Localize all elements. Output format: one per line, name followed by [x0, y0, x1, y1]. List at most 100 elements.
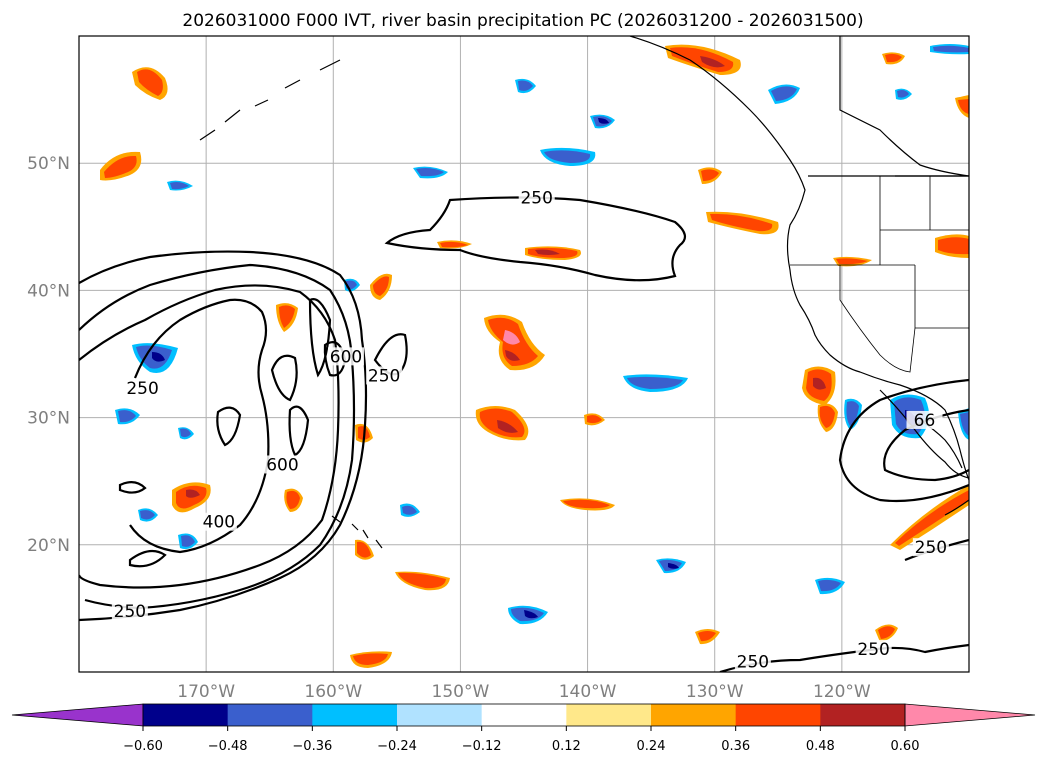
- precip-positive-blob: [100, 151, 142, 181]
- colorbar-segment: [651, 704, 737, 726]
- precip-positive-blob: [284, 488, 303, 512]
- precip-positive-blob: [698, 167, 722, 184]
- precip-positive-blob: [475, 406, 529, 441]
- contour-label-backdrop: [906, 410, 943, 429]
- contour-label-backdrop: [200, 512, 237, 531]
- precip-negative-blob: [656, 558, 686, 574]
- ivt-contour-400-inner: [79, 284, 340, 589]
- precip-positive-blob: [132, 67, 168, 100]
- colorbar-tick-label: −0.12: [462, 739, 502, 754]
- precip-positive-blob: [817, 403, 838, 432]
- ivt-contour-label: 250: [857, 640, 889, 660]
- precip-positive-blob: [882, 52, 905, 65]
- ivt-contour-label: 250: [915, 538, 947, 558]
- precip-positive-blob: [276, 303, 298, 332]
- precip-negative-blob: [508, 605, 548, 625]
- colorbar-segment: [143, 704, 229, 726]
- precipitation-shading: [100, 44, 969, 668]
- canada-border: [839, 36, 969, 177]
- longitude-labels: 170°W 160°W 150°W 140°W 130°W 120°W: [177, 682, 871, 702]
- colorbar-extend-max: [904, 703, 1036, 727]
- precip-negative-blob: [895, 88, 912, 100]
- latitude-labels: 20°N 30°N 40°N 50°N: [27, 154, 70, 556]
- colorbar-frame: [142, 703, 906, 727]
- contour-label-backdrop: [264, 455, 301, 474]
- precip-positive-blob: [370, 273, 392, 300]
- precip-negative-blob: [768, 84, 800, 104]
- contour-label-backdrop: [855, 639, 892, 658]
- map-area: 250 250 250 600 600 400 250 250 250 250 66: [78, 35, 970, 673]
- colorbar-tick-label: 0.24: [637, 739, 666, 754]
- latitude-label: 50°N: [27, 154, 70, 174]
- longitude-label: 120°W: [813, 682, 871, 702]
- precip-negative-blob: [400, 503, 420, 517]
- colorbar-segment: [397, 704, 483, 726]
- ivt-contour-labels: 250 250 250 600 600 400 250 250 250 250 66: [111, 188, 949, 673]
- precip-positive-blob: [935, 234, 969, 258]
- ivt-contour-600-e: [323, 341, 347, 377]
- ivt-contour-east: [838, 378, 969, 503]
- colorbar-extend-min: [11, 703, 144, 727]
- colorbar: −0.60 −0.48 −0.36 −0.24 −0.12 0.12 0.24 0.36 0.4…: [11, 703, 1036, 754]
- precip-positive-blob: [890, 485, 969, 550]
- aleutian-islands: [199, 59, 341, 141]
- ivt-contour-label: 400: [203, 513, 235, 533]
- colorbar-tick-label: −0.36: [292, 739, 332, 754]
- colorbar-tick-label: 0.36: [721, 739, 750, 754]
- precip-negative-blob: [815, 577, 845, 595]
- precip-positive-blob: [955, 95, 969, 118]
- ivt-contour-label: 600: [266, 455, 298, 475]
- colorbar-segment: [566, 704, 652, 726]
- contour-label-backdrop: [518, 188, 555, 207]
- colorbar-tick-label: 0.12: [552, 739, 581, 754]
- precip-positive-blob: [584, 413, 605, 426]
- precip-negative-blob: [958, 408, 969, 440]
- longitude-label: 170°W: [177, 682, 235, 702]
- contour-label-backdrop: [328, 347, 364, 366]
- ivt-contours: [79, 196, 969, 672]
- precip-positive-blob: [437, 240, 472, 249]
- baja-coast: [879, 389, 969, 479]
- latitude-label: 30°N: [27, 409, 70, 429]
- contour-label-backdrop: [912, 538, 949, 557]
- contour-label-backdrop: [124, 379, 161, 398]
- state-lines: [790, 176, 969, 373]
- ivt-contour-600: [129, 298, 270, 554]
- precip-positive-blob: [355, 539, 374, 560]
- precip-positive-blob: [560, 498, 615, 511]
- longitude-label: 140°W: [559, 682, 617, 702]
- precip-positive-blob: [875, 624, 898, 642]
- precip-positive-blob: [665, 44, 741, 75]
- ivt-contour-label: 66: [914, 411, 936, 431]
- contour-label-backdrop: [734, 652, 771, 671]
- precip-negative-blob: [178, 533, 198, 550]
- colorbar-tick-label: −0.60: [123, 739, 163, 754]
- ivt-contour-small-b: [128, 549, 167, 568]
- longitude-label: 150°W: [432, 682, 490, 702]
- colorbar-tick-label: 0.48: [806, 739, 835, 754]
- figure-title: 2026031000 F000 IVT, river basin precipi…: [182, 11, 863, 31]
- ivt-contour-label: 250: [114, 602, 146, 622]
- ivt-contour-label: 250: [737, 653, 769, 673]
- latitude-label: 40°N: [27, 281, 70, 301]
- ivt-contour-label: 250: [520, 188, 552, 208]
- precip-negative-blob: [844, 398, 862, 430]
- contour-label-backdrop: [366, 366, 403, 385]
- latitude-label: 20°N: [27, 536, 70, 556]
- precip-negative-blob: [590, 114, 615, 129]
- colorbar-tick-label: −0.24: [377, 739, 417, 754]
- ivt-contour-label: 250: [368, 366, 400, 386]
- ivt-contour-400: [79, 263, 356, 610]
- ivt-contour-600-c: [288, 405, 310, 457]
- precip-negative-blob: [930, 44, 969, 55]
- ivt-contour-600-b: [270, 354, 298, 402]
- precip-negative-blob: [540, 147, 596, 166]
- precip-negative-blob: [167, 180, 193, 191]
- precip-positive-blob: [172, 482, 211, 513]
- precip-negative-blob: [132, 343, 178, 373]
- mexico-coast: [944, 499, 969, 516]
- ivt-contour-label: 250: [126, 379, 158, 399]
- precip-positive-blob: [695, 629, 720, 645]
- precip-negative-blob: [115, 408, 140, 425]
